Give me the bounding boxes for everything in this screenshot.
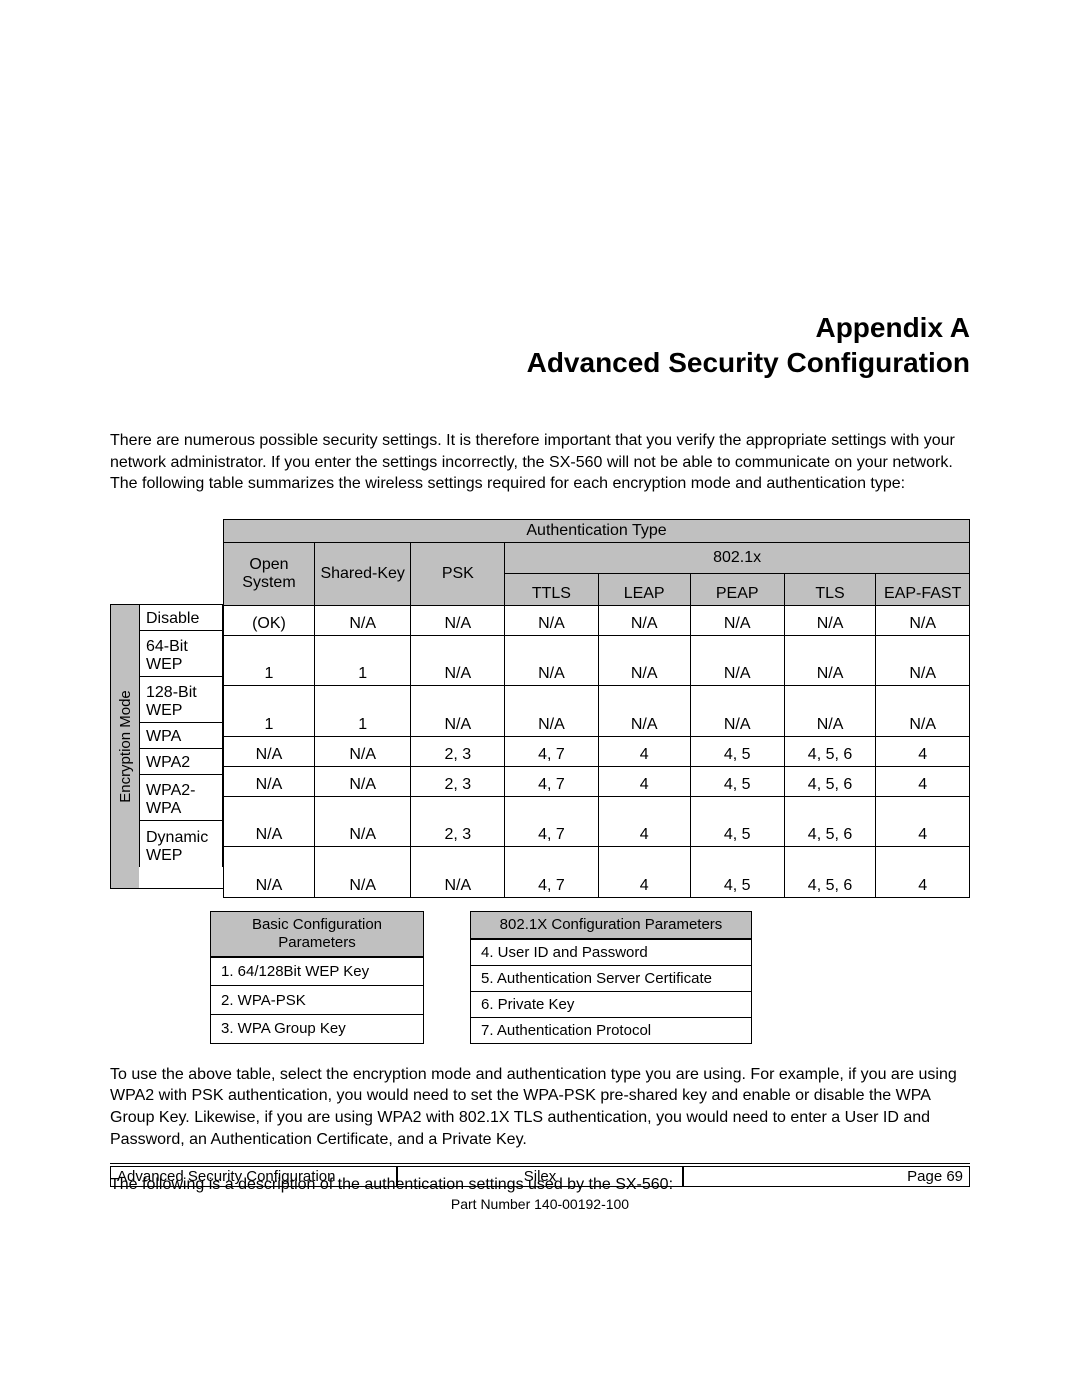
table-cell: N/A bbox=[411, 605, 505, 635]
encryption-mode-row-label: WPA bbox=[139, 723, 223, 749]
table-cell: N/A bbox=[224, 766, 315, 796]
table-cell: N/A bbox=[411, 635, 505, 686]
table-cell: 4, 7 bbox=[505, 736, 598, 766]
8021x-config-title: 802.1X Configuration Parameters bbox=[471, 911, 752, 939]
table-cell: 4 bbox=[876, 766, 970, 796]
table-cell: 2, 3 bbox=[411, 736, 505, 766]
main-table-wrap: Encryption Mode Disable64-Bit WEP128-Bit… bbox=[110, 519, 970, 889]
table-cell: N/A bbox=[224, 736, 315, 766]
footer-section-title: Advanced Security Configuration bbox=[110, 1166, 397, 1187]
table-cell: N/A bbox=[505, 686, 598, 737]
col-eapfast: EAP-FAST bbox=[876, 574, 970, 606]
8021x-param-item: 5. Authentication Server Certificate bbox=[471, 965, 752, 991]
table-cell: N/A bbox=[411, 686, 505, 737]
encryption-mode-header: Encryption Mode bbox=[117, 690, 134, 803]
table-cell: N/A bbox=[876, 605, 970, 635]
parameter-tables: Basic Configuration Parameters 1. 64/128… bbox=[210, 911, 970, 1044]
table-cell: 4, 7 bbox=[505, 796, 598, 847]
col-shared-key: Shared-Key bbox=[314, 542, 411, 605]
encryption-mode-row-label: Disable bbox=[139, 605, 223, 631]
encryption-mode-row-label: WPA2-WPA bbox=[139, 775, 223, 821]
col-peap: PEAP bbox=[690, 574, 784, 606]
encryption-mode-header-cell: Encryption Mode bbox=[110, 604, 139, 889]
table-cell: 4, 7 bbox=[505, 766, 598, 796]
table-cell: N/A bbox=[784, 635, 876, 686]
table-cell: N/A bbox=[411, 847, 505, 898]
table-cell: N/A bbox=[314, 736, 411, 766]
table-cell: 4, 5, 6 bbox=[784, 796, 876, 847]
table-cell: 4, 5 bbox=[690, 766, 784, 796]
table-cell: 4 bbox=[876, 847, 970, 898]
table-cell: 4 bbox=[598, 736, 690, 766]
table-cell: N/A bbox=[598, 605, 690, 635]
table-cell: 4, 5, 6 bbox=[784, 766, 876, 796]
8021x-param-item: 6. Private Key bbox=[471, 991, 752, 1017]
8021x-param-item: 4. User ID and Password bbox=[471, 939, 752, 966]
col-open-system: Open System bbox=[224, 542, 315, 605]
table-cell: N/A bbox=[784, 605, 876, 635]
table-cell: N/A bbox=[876, 635, 970, 686]
col-psk: PSK bbox=[411, 542, 505, 605]
table-cell: N/A bbox=[224, 847, 315, 898]
col-ttls: TTLS bbox=[505, 574, 598, 606]
col-tls: TLS bbox=[784, 574, 876, 606]
table-cell: 4, 5, 6 bbox=[784, 847, 876, 898]
table-cell: 1 bbox=[314, 686, 411, 737]
table-cell: 2, 3 bbox=[411, 766, 505, 796]
table-cell: 4 bbox=[876, 796, 970, 847]
table-cell: 4 bbox=[598, 847, 690, 898]
table-cell: N/A bbox=[784, 686, 876, 737]
security-settings-table: Authentication Type Open System Shared-K… bbox=[223, 519, 970, 898]
table-cell: 4, 5, 6 bbox=[784, 736, 876, 766]
table-cell: N/A bbox=[314, 796, 411, 847]
table-cell: N/A bbox=[598, 635, 690, 686]
table-cell: (OK) bbox=[224, 605, 315, 635]
footer-page-number: Page 69 bbox=[683, 1166, 970, 1187]
encryption-mode-row-label: 128-Bit WEP bbox=[139, 677, 223, 723]
table-cell: N/A bbox=[224, 796, 315, 847]
title-line2: Advanced Security Configuration bbox=[110, 345, 970, 380]
page-title: Appendix A Advanced Security Configurati… bbox=[110, 310, 970, 380]
page-footer: Advanced Security Configuration Silex Pa… bbox=[110, 1163, 970, 1187]
table-cell: N/A bbox=[690, 635, 784, 686]
intro-paragraph: There are numerous possible security set… bbox=[110, 430, 970, 495]
table-cell: 4 bbox=[876, 736, 970, 766]
table-cell: N/A bbox=[314, 847, 411, 898]
table-cell: 4, 7 bbox=[505, 847, 598, 898]
table-cell: N/A bbox=[314, 766, 411, 796]
8021x-config-table: 802.1X Configuration Parameters 4. User … bbox=[470, 911, 752, 1044]
footer-company: Silex bbox=[397, 1166, 684, 1187]
col-8021x-group: 802.1x bbox=[505, 542, 970, 574]
table-cell: 1 bbox=[224, 635, 315, 686]
table-cell: N/A bbox=[876, 686, 970, 737]
encryption-mode-row-label: Dynamic WEP bbox=[139, 821, 223, 867]
table-cell: 1 bbox=[224, 686, 315, 737]
table-cell: N/A bbox=[690, 686, 784, 737]
basic-param-item: 2. WPA-PSK bbox=[211, 986, 424, 1015]
table-cell: N/A bbox=[314, 605, 411, 635]
basic-config-table: Basic Configuration Parameters 1. 64/128… bbox=[210, 911, 424, 1044]
table-cell: 2, 3 bbox=[411, 796, 505, 847]
encryption-mode-row-label: WPA2 bbox=[139, 749, 223, 775]
encryption-mode-row-label: 64-Bit WEP bbox=[139, 631, 223, 677]
basic-config-title: Basic Configuration Parameters bbox=[211, 911, 424, 957]
table-cell: N/A bbox=[505, 635, 598, 686]
footer-part-number: Part Number 140-00192-100 bbox=[0, 1196, 1080, 1212]
table-cell: 4 bbox=[598, 796, 690, 847]
table-cell: 4, 5 bbox=[690, 847, 784, 898]
usage-paragraph: To use the above table, select the encry… bbox=[110, 1064, 970, 1150]
basic-param-item: 1. 64/128Bit WEP Key bbox=[211, 957, 424, 986]
table-cell: N/A bbox=[690, 605, 784, 635]
table-cell: N/A bbox=[505, 605, 598, 635]
col-leap: LEAP bbox=[598, 574, 690, 606]
table-cell: 4, 5 bbox=[690, 736, 784, 766]
title-line1: Appendix A bbox=[110, 310, 970, 345]
table-cell: 4 bbox=[598, 766, 690, 796]
table-cell: 1 bbox=[314, 635, 411, 686]
table-cell: 4, 5 bbox=[690, 796, 784, 847]
basic-param-item: 3. WPA Group Key bbox=[211, 1015, 424, 1044]
8021x-param-item: 7. Authentication Protocol bbox=[471, 1017, 752, 1043]
auth-type-header: Authentication Type bbox=[224, 519, 970, 542]
table-cell: N/A bbox=[598, 686, 690, 737]
